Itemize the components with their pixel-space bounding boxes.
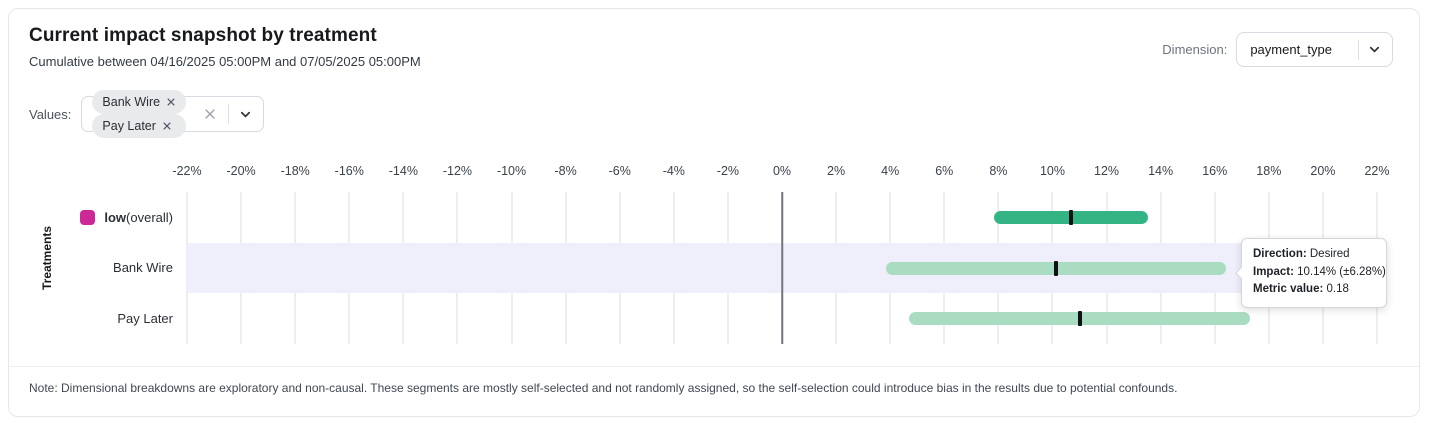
x-tick-label: 22%	[1364, 164, 1390, 178]
remove-chip-icon[interactable]	[166, 97, 176, 107]
x-tick-label: 4%	[881, 164, 900, 178]
dimension-control: Dimension: payment_type	[1162, 32, 1393, 67]
impact-snapshot-card: Current impact snapshot by treatment Cum…	[8, 8, 1420, 417]
clear-values-icon[interactable]	[202, 106, 218, 122]
impact-point-marker-pay-later[interactable]	[1077, 311, 1082, 327]
x-tick-label: 6%	[935, 164, 954, 178]
x-tick-label: -8%	[554, 164, 577, 178]
x-tick-label: -22%	[172, 164, 202, 178]
row-label-text: Bank Wire	[113, 260, 173, 276]
value-chip-label: Pay Later	[102, 119, 156, 133]
remove-chip-icon[interactable]	[162, 121, 172, 131]
tooltip-line: Metric value: 0.18	[1253, 283, 1349, 295]
disclaimer-note: Note: Dimensional breakdowns are explora…	[29, 381, 1178, 395]
row-label-bank-wire: Bank Wire	[9, 243, 173, 294]
date-range-subtitle: Cumulative between 04/16/2025 05:00PM an…	[29, 54, 421, 69]
dimension-select[interactable]: payment_type	[1236, 32, 1393, 67]
tooltip-line: Direction: Desired	[1253, 248, 1350, 260]
row-label-text: (overall)	[126, 209, 173, 225]
values-filter: Values: Bank Wire Pay Later	[29, 90, 265, 138]
x-tick-label: 2%	[827, 164, 846, 178]
page-title: Current impact snapshot by treatment	[29, 25, 377, 46]
impact-chart: Treatments -22% -20% -18% -16% -14% -12% -10% -…	[9, 156, 1419, 356]
value-chip-label: Bank Wire	[102, 95, 161, 109]
row-label-text: Pay Later	[117, 311, 173, 327]
legend-swatch	[80, 209, 96, 225]
bar-tooltip: Direction: Desired Impact: 10.14% (±6.28%…	[1235, 238, 1387, 308]
impact-point-marker-low-overall[interactable]	[1069, 209, 1074, 225]
value-chip[interactable]: Pay Later	[92, 114, 187, 138]
x-tick-label: -14%	[388, 164, 418, 178]
footnote-section: Note: Dimensional breakdowns are explora…	[9, 366, 1419, 395]
value-chip[interactable]: Bank Wire	[92, 90, 187, 114]
x-tick-label: -18%	[280, 164, 310, 178]
plot-area	[186, 192, 1378, 344]
x-tick-label: 0%	[772, 164, 792, 178]
row-label-pay-later: Pay Later	[9, 293, 173, 344]
chevron-down-icon	[1367, 42, 1382, 57]
zero-line	[781, 192, 783, 344]
tooltip-line: Impact: 10.14% (±6.28%)	[1253, 265, 1386, 278]
x-tick-label: 12%	[1094, 164, 1120, 178]
x-tick-label: 8%	[989, 164, 1008, 178]
dimension-label: Dimension:	[1162, 42, 1228, 57]
values-label: Values:	[29, 106, 72, 122]
x-tick-label: -12%	[442, 164, 473, 178]
chevron-down-icon[interactable]	[238, 107, 253, 122]
x-tick-label: -10%	[496, 164, 527, 178]
row-label-low-overall: low (overall)	[9, 192, 173, 243]
x-tick-label: 14%	[1148, 164, 1174, 178]
x-tick-label: 16%	[1202, 164, 1228, 178]
x-tick-label: -4%	[662, 164, 685, 178]
impact-point-marker-bank-wire[interactable]	[1054, 260, 1059, 276]
divider	[1358, 39, 1359, 60]
x-tick-label: 20%	[1310, 164, 1336, 178]
divider	[228, 104, 230, 124]
x-axis-tick-labels: -22% -20% -18% -16% -14% -12% -10% -8% -6% -4% -2%…	[172, 164, 1389, 180]
row-label-text: low	[104, 209, 127, 225]
x-tick-label: 18%	[1256, 164, 1282, 178]
dimension-selected-value: payment_type	[1250, 42, 1332, 57]
values-multiselect[interactable]: Bank Wire Pay Later	[81, 90, 265, 138]
x-tick-label: 10%	[1039, 164, 1065, 178]
x-tick-label: -20%	[226, 164, 256, 178]
x-tick-label: -16%	[334, 164, 364, 178]
treatment-row-labels: low (overall) Bank Wire Pay Later	[9, 192, 173, 344]
x-tick-label: -2%	[716, 164, 740, 178]
x-tick-label: -6%	[608, 164, 631, 178]
